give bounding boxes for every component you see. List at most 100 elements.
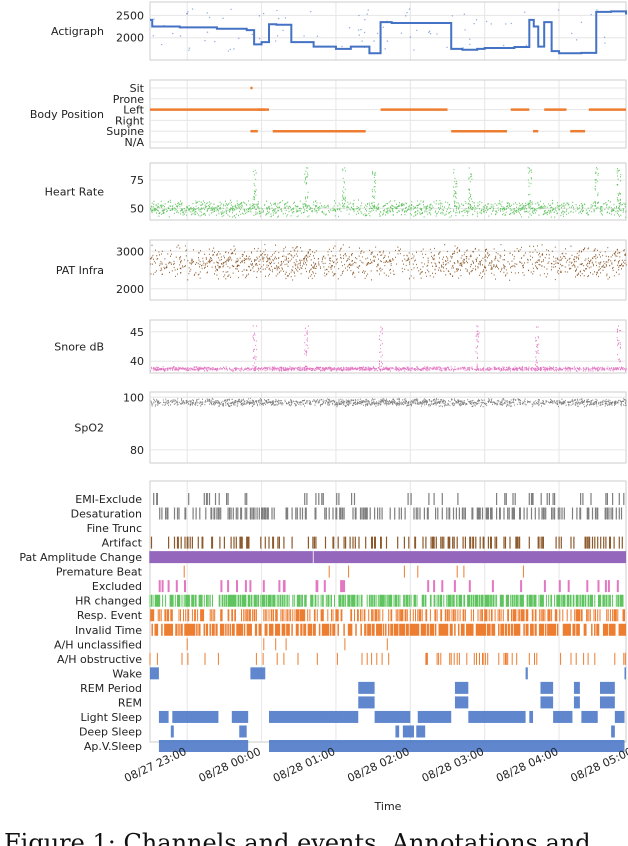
actigraph-point (360, 28, 362, 31)
actigraph-point (580, 21, 583, 24)
event-bar (231, 710, 249, 723)
actigraph-point (408, 8, 411, 10)
actigraph-point (282, 29, 284, 32)
actigraph-point (262, 12, 265, 15)
panel-frame (149, 1, 627, 61)
actigraph-point (348, 27, 351, 29)
event-label: HR changed (75, 595, 142, 608)
event-bar (540, 681, 554, 694)
actigraph-point (363, 31, 366, 34)
panel-frame (149, 391, 627, 464)
snore-db-points (150, 325, 627, 372)
actigraph-point (429, 32, 432, 35)
event-label: Ap.V.Sleep (84, 740, 142, 753)
actigraph-point (590, 13, 592, 16)
event-ticks (150, 609, 625, 622)
actigraph-point (229, 48, 231, 51)
actigraph-point (357, 29, 360, 31)
y-tick-label: 100 (123, 391, 144, 404)
event-label: Resp. Event (77, 609, 143, 622)
position-label: Sit (130, 82, 145, 95)
actigraph-point (524, 11, 526, 14)
actigraph-point (557, 9, 560, 11)
event-ticks (183, 565, 524, 578)
panel-0: Actigraph 2000 2500 (51, 1, 627, 61)
event-ticks (149, 652, 626, 665)
actigraph-point (214, 40, 216, 43)
event-bar (269, 710, 359, 723)
event-bar (358, 681, 375, 694)
actigraph-point (316, 35, 319, 37)
event-bar (239, 725, 247, 738)
event-bar (529, 710, 534, 723)
event-bar (573, 696, 580, 709)
event-bar (599, 696, 615, 709)
actigraph-point (485, 20, 488, 23)
event-bar (158, 740, 249, 752)
actigraph-point (575, 39, 578, 41)
channel-title: Heart Rate (45, 186, 105, 199)
actigraph-point (386, 20, 388, 22)
actigraph-point (208, 16, 211, 19)
event-ticks (149, 551, 627, 564)
event-label: Wake (112, 667, 142, 680)
event-ticks (159, 507, 623, 520)
panel-frame (149, 79, 627, 149)
channel-title: SpO2 (74, 422, 104, 435)
actigraph-point (251, 33, 254, 36)
panel-frame (149, 162, 627, 221)
actigraph-point (571, 32, 573, 35)
event-ticks (186, 638, 388, 651)
actigraph-point (436, 33, 438, 35)
y-tick-label: 80 (130, 444, 144, 457)
event-bar (525, 667, 528, 680)
spo2-points (150, 397, 627, 408)
panel-frame (149, 319, 627, 374)
actigraph-point (206, 31, 209, 33)
actigraph-point (490, 23, 492, 25)
event-bar (454, 696, 469, 709)
actigraph-point (258, 37, 261, 40)
actigraph-point (358, 14, 360, 17)
actigraph-point (550, 44, 553, 46)
actigraph-point (276, 35, 279, 37)
actigraph-point (284, 17, 287, 19)
event-label: Invalid Time (75, 624, 142, 637)
actigraph-point (230, 8, 232, 11)
event-bar (454, 681, 469, 694)
actigraph-point (502, 44, 505, 47)
position-label: Left (123, 104, 144, 117)
event-label: Pat Amplitude Change (19, 551, 142, 564)
actigraph-point (406, 11, 408, 14)
event-bar (269, 740, 625, 752)
actigraph-point (152, 35, 155, 37)
heart-rate-points (150, 167, 627, 219)
actigraph-point (469, 38, 471, 40)
actigraph-point (188, 47, 191, 49)
actigraph-point (384, 48, 386, 50)
actigraph-point (204, 40, 206, 42)
event-ticks (150, 536, 623, 549)
actigraph-point (233, 48, 235, 50)
event-bar (150, 667, 159, 680)
actigraph-point (187, 11, 189, 13)
actigraph-point (462, 47, 464, 49)
actigraph-point (510, 22, 512, 25)
actigraph-point (366, 13, 368, 15)
channel-title: Body Position (30, 108, 104, 121)
actigraph-point (341, 45, 343, 48)
actigraph-point (163, 24, 165, 27)
actigraph-line (150, 10, 627, 55)
channel-title: Actigraph (51, 25, 104, 38)
actigraph-point (525, 44, 528, 46)
event-bar (553, 710, 573, 723)
actigraph-point (191, 8, 194, 10)
event-label: Excluded (92, 580, 142, 593)
actigraph-point (303, 35, 305, 37)
event-bar (402, 725, 415, 738)
position-label: Right (115, 114, 145, 127)
event-bar (573, 681, 580, 694)
y-tick-label: 75 (130, 174, 144, 187)
y-tick-label: 45 (130, 326, 144, 339)
actigraph-point (464, 29, 466, 31)
